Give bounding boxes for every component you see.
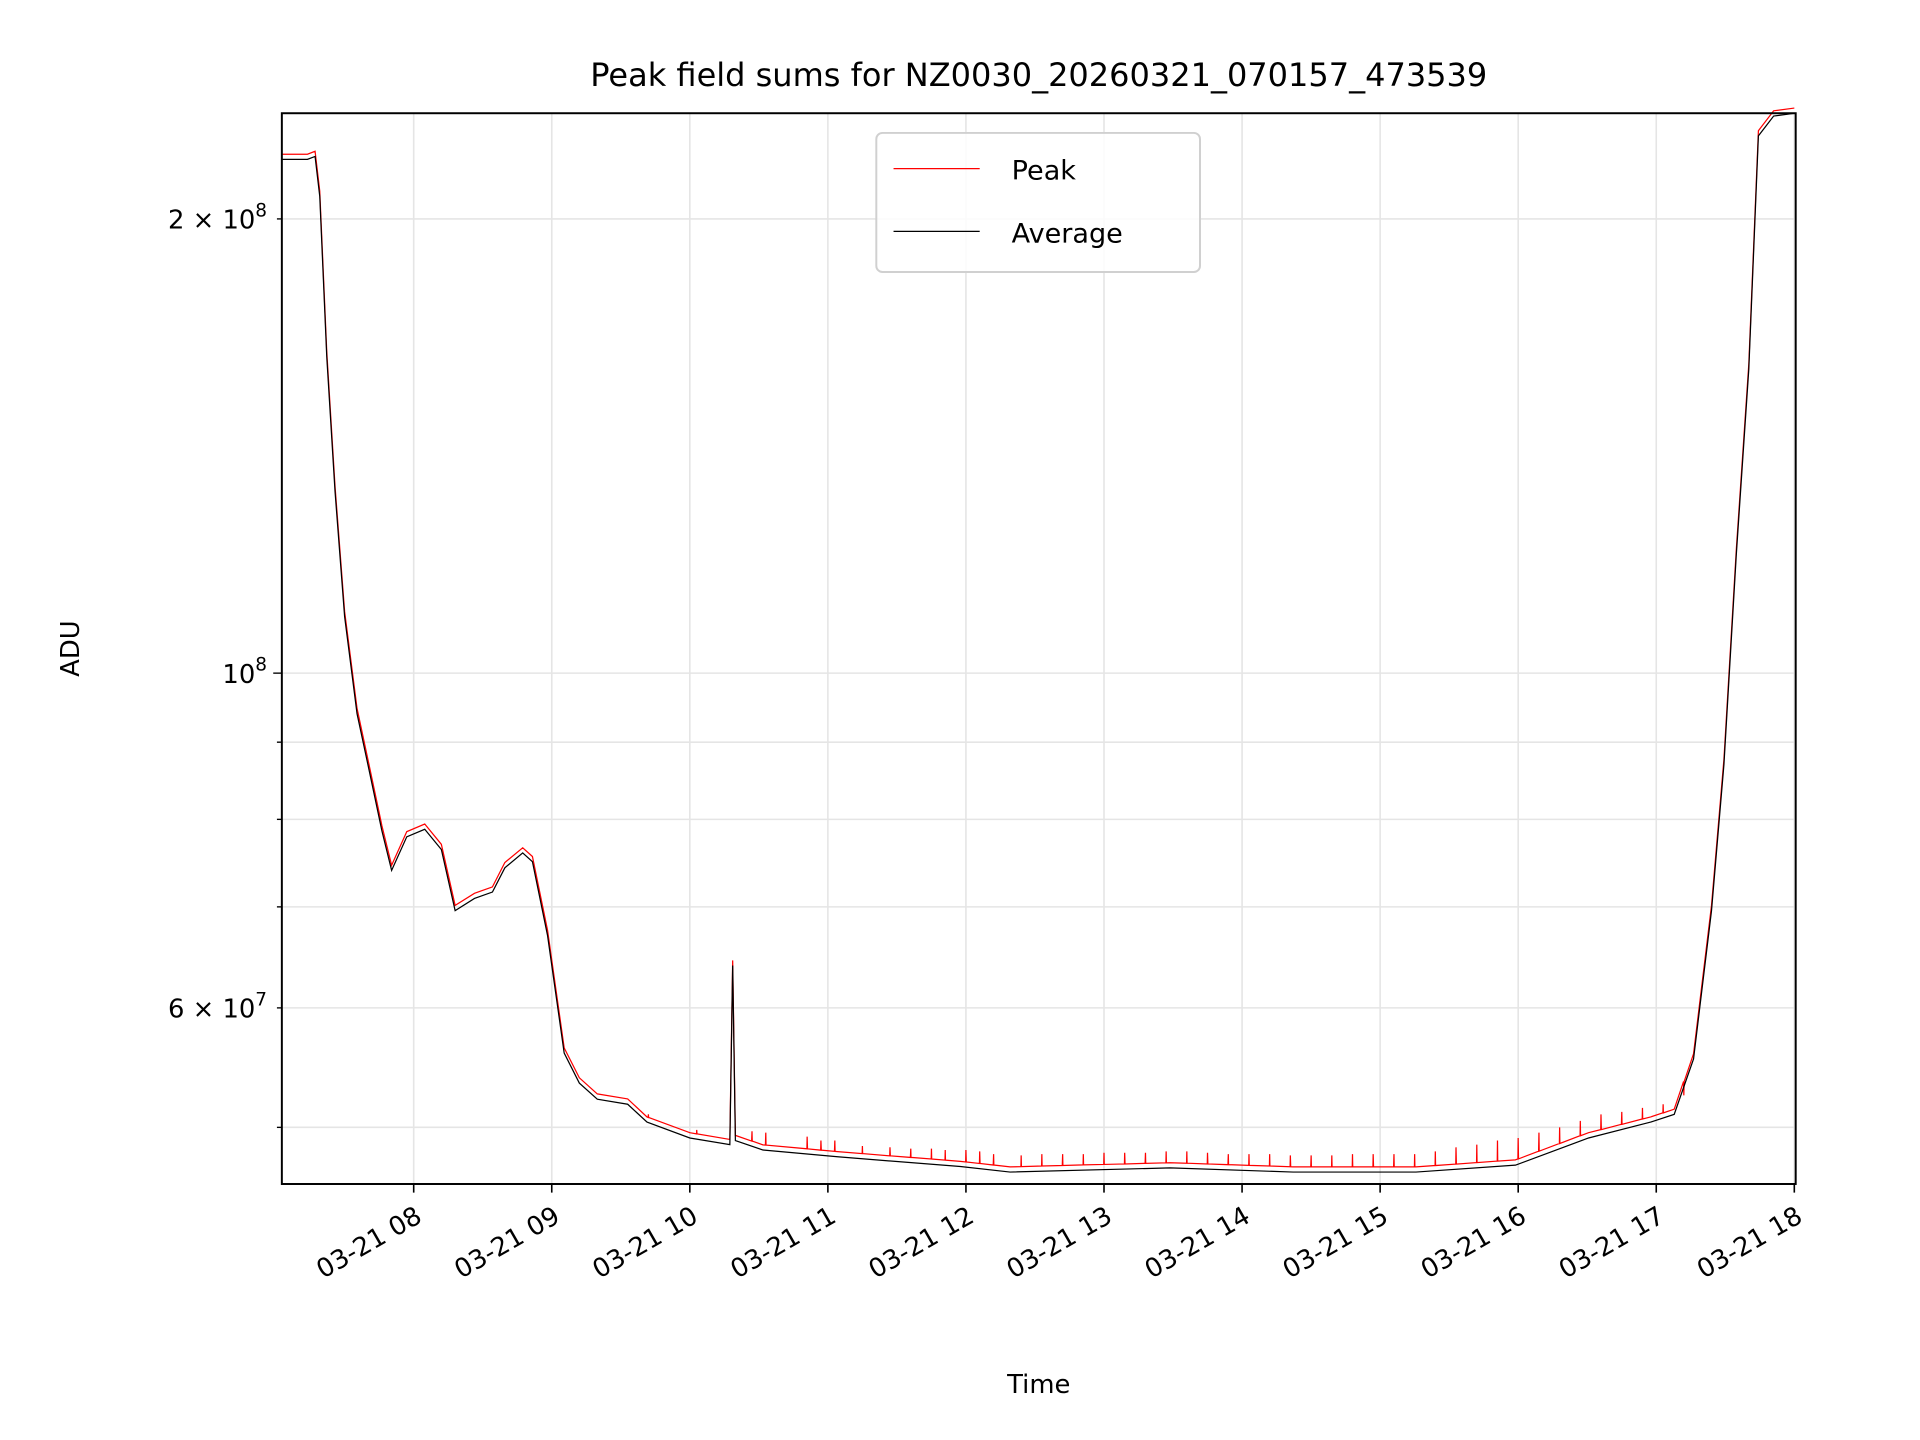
legend-average-label: Average — [1012, 218, 1123, 249]
y-tick-label: 2 × 108 — [168, 200, 267, 235]
y-tick-exponent: 7 — [255, 989, 267, 1010]
y-tick-base: 6 × 10 — [168, 995, 255, 1025]
y-tick-base: 10 — [222, 660, 255, 690]
plot-frame — [280, 112, 1797, 1185]
grid — [281, 113, 1796, 1184]
legend: Peak Average — [875, 131, 1201, 273]
y-tick-exponent: 8 — [255, 655, 267, 676]
plot-lines — [281, 107, 1795, 1173]
x-axis-label: Time — [1006, 1370, 1070, 1400]
y-tick-base: 2 × 10 — [168, 206, 255, 236]
legend-box — [875, 131, 1201, 273]
peak-series-line — [281, 107, 1795, 1168]
legend-peak-label: Peak — [1012, 156, 1077, 187]
average-series-line — [281, 112, 1795, 1173]
chart-title: Peak field sums for NZ0030_20260321_0701… — [590, 56, 1487, 94]
y-tick-exponent: 8 — [255, 200, 267, 221]
y-tick-label: 108 — [222, 655, 267, 690]
y-axis-label: ADU — [56, 620, 86, 676]
y-tick-label: 6 × 107 — [168, 989, 267, 1024]
